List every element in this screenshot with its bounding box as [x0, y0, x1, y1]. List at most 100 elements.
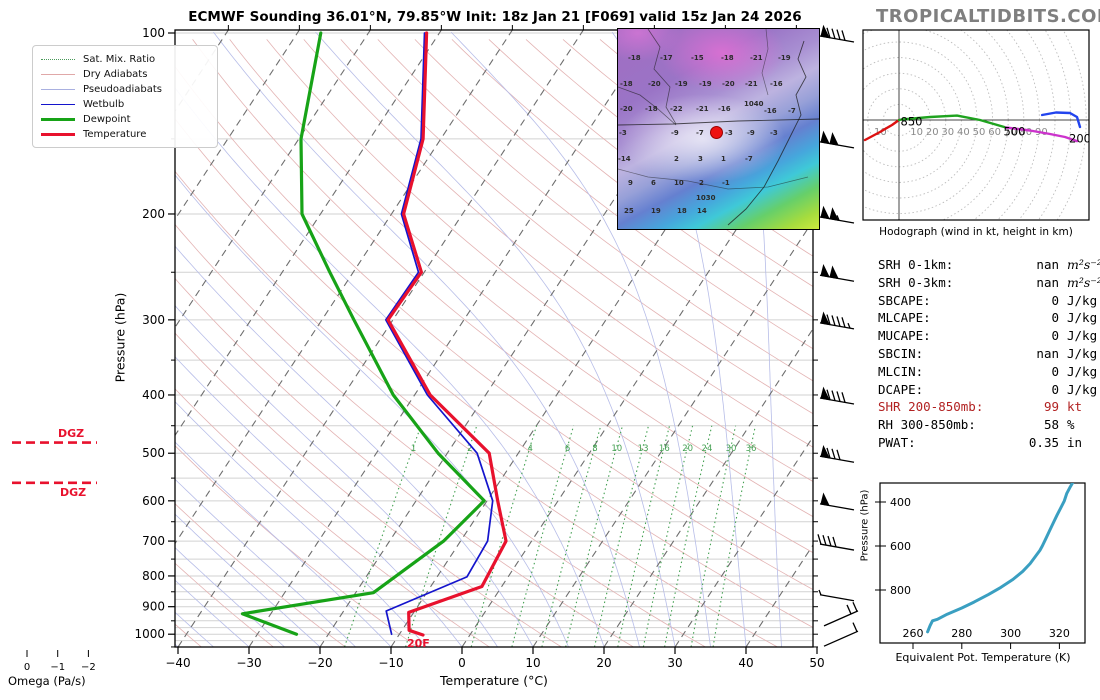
- index-row-mucape: MUCAPE: 0 J/kg: [878, 327, 1097, 345]
- index-value: nan: [1036, 345, 1059, 361]
- omega-axis: 0 −1 −2: [24, 650, 96, 673]
- legend-item-dry-adiabats: Dry Adiabats: [41, 67, 209, 82]
- map-value-label: -16: [764, 107, 777, 115]
- svg-text:16: 16: [659, 444, 670, 454]
- map-value-label: 25: [624, 207, 634, 215]
- svg-text:400: 400: [890, 496, 911, 509]
- map-value-label: -19: [699, 80, 712, 88]
- svg-text:260: 260: [903, 627, 924, 640]
- svg-text:80: 80: [1019, 127, 1032, 138]
- svg-text:20: 20: [682, 444, 693, 454]
- map-value-label: 19: [651, 207, 661, 215]
- svg-text:20: 20: [596, 656, 611, 670]
- index-value: nan: [1036, 257, 1059, 272]
- map-value-label: -18: [628, 54, 641, 62]
- map-value-label: -18: [620, 80, 633, 88]
- hodograph-200-100mb: [1040, 111, 1082, 129]
- index-label: SBCAPE:: [878, 292, 931, 308]
- map-value-label: 1030: [696, 194, 716, 202]
- svg-text:320: 320: [1049, 627, 1070, 640]
- map-value-label: 6: [651, 179, 656, 187]
- svg-text:850: 850: [901, 115, 923, 129]
- sounding-curves: [240, 31, 508, 637]
- map-value-label: -21: [745, 80, 758, 88]
- svg-text:−10: −10: [378, 656, 403, 670]
- legend-line-sample: [41, 59, 75, 60]
- wind-barbs: [817, 24, 859, 647]
- svg-text:−20: −20: [307, 656, 332, 670]
- index-value: nan: [1036, 274, 1059, 290]
- index-label: SRH 0-1km:: [878, 257, 954, 272]
- svg-text:200: 200: [1069, 132, 1091, 146]
- hodograph-caption: Hodograph (wind in kt, height in km): [879, 226, 1073, 238]
- svg-text:30: 30: [941, 127, 954, 138]
- index-row-sbcin: SBCIN: nan J/kg: [878, 345, 1097, 363]
- svg-text:36: 36: [746, 444, 757, 454]
- index-value: 0: [1051, 310, 1059, 326]
- svg-text:60: 60: [988, 127, 1001, 138]
- index-value: 0.35: [1028, 434, 1059, 450]
- index-value: 0: [1051, 381, 1059, 397]
- hodograph-sfc-850mb: [863, 118, 901, 142]
- index-label: DCAPE:: [878, 381, 924, 397]
- map-value-label: -7: [788, 107, 796, 115]
- svg-text:400: 400: [142, 388, 165, 402]
- index-label: PWAT:: [878, 434, 916, 450]
- y-axis-title: Pressure (hPa): [112, 292, 128, 383]
- svg-text:500: 500: [142, 446, 165, 460]
- svg-text:−2: −2: [81, 662, 96, 673]
- svg-text:−1: −1: [50, 662, 65, 673]
- hodograph-500-200mb: [1004, 126, 1079, 143]
- index-unit: kt: [1067, 399, 1083, 415]
- index-row-srh-0-3km: SRH 0-3km: nan m²s⁻²: [878, 274, 1100, 292]
- map-value-label: 14: [697, 207, 707, 215]
- map-value-label: -3: [725, 129, 733, 137]
- map-value-label: -7: [745, 155, 753, 163]
- svg-text:100: 100: [142, 26, 165, 40]
- index-unit: J/kg: [1067, 328, 1098, 344]
- thetae-x-axis-title: Equivalent Pot. Temperature (K): [895, 651, 1071, 664]
- map-value-label: -20: [648, 80, 661, 88]
- map-value-label: -21: [696, 105, 709, 113]
- legend-line-sample: [41, 104, 75, 105]
- index-row-sbcape: SBCAPE: 0 J/kg: [878, 292, 1097, 310]
- legend: Sat. Mix. Ratio Dry Adiabats Pseudoadiabat…: [32, 45, 218, 148]
- svg-text:70: 70: [1004, 127, 1017, 138]
- index-label: RH 300-850mb:: [878, 417, 976, 433]
- index-row-dcape: DCAPE: 0 J/kg: [878, 381, 1097, 399]
- svg-text:800: 800: [142, 569, 165, 583]
- legend-label: Temperature: [83, 129, 147, 140]
- index-label: SRH 0-3km:: [878, 274, 954, 290]
- index-unit: m²s⁻²: [1067, 257, 1100, 272]
- svg-text:50: 50: [973, 127, 986, 138]
- svg-text:300: 300: [142, 313, 165, 327]
- index-label: SHR 200-850mb:: [878, 399, 984, 415]
- svg-text:600: 600: [890, 540, 911, 553]
- index-unit: in: [1067, 434, 1083, 450]
- map-value-label: -19: [675, 80, 688, 88]
- map-value-label: 9: [628, 179, 633, 187]
- legend-item-sat-mix-ratio: Sat. Mix. Ratio: [41, 52, 209, 67]
- map-value-label: -3: [770, 129, 778, 137]
- svg-text:300: 300: [1000, 627, 1021, 640]
- map-value-label: -7: [696, 129, 704, 137]
- map-value-label: -20: [722, 80, 735, 88]
- index-value: 99: [1043, 399, 1059, 415]
- theta-e-curve: [926, 483, 1075, 634]
- index-unit: %: [1067, 417, 1075, 433]
- legend-item-dewpoint: Dewpoint: [41, 112, 209, 127]
- map-value-label: -14: [618, 155, 631, 163]
- dgz-lower-label: DGZ: [60, 486, 87, 499]
- svg-text:280: 280: [951, 627, 972, 640]
- dgz-markers: [12, 441, 97, 485]
- legend-line-sample: [41, 118, 75, 121]
- map-value-label: -3: [619, 129, 627, 137]
- svg-text:1000: 1000: [134, 627, 165, 641]
- svg-text:1: 1: [411, 444, 416, 454]
- map-value-label: -22: [670, 105, 683, 113]
- map-value-label: 1040: [744, 100, 764, 108]
- index-label: MUCAPE:: [878, 328, 931, 344]
- page-title: ECMWF Sounding 36.01°N, 79.85°W Init: 18…: [188, 9, 802, 25]
- index-row-shr-200-850mb: SHR 200-850mb: 99 kt: [878, 398, 1093, 416]
